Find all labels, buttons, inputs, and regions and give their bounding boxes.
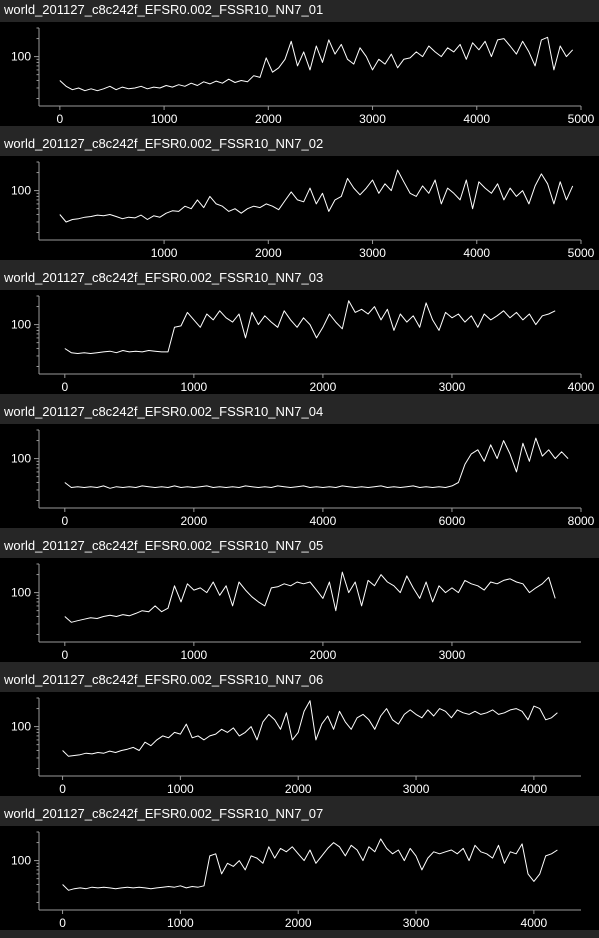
x-tick-label: 0: [61, 648, 68, 662]
x-tick-label: 8000: [568, 514, 595, 528]
line-chart: 1000 1000 2000 3000 4000 5000: [0, 22, 599, 126]
x-tick-label: 2000: [181, 514, 208, 528]
x-tick-label: 2000: [310, 648, 337, 662]
panel-title: world_201127_c8c242f_EFSR0.002_FSSR10_NN…: [4, 2, 324, 17]
panel-title: world_201127_c8c242f_EFSR0.002_FSSR10_NN…: [4, 538, 324, 553]
x-tick-label: 0: [61, 514, 68, 528]
x-tick-label: 0: [57, 112, 64, 126]
x-tick-label: 1000: [151, 246, 178, 260]
panel-title: world_201127_c8c242f_EFSR0.002_FSSR10_NN…: [4, 136, 324, 151]
x-tick-label: 3000: [359, 112, 386, 126]
line-chart: 1000 1000 2000 3000: [0, 558, 599, 662]
x-tick-label: 2000: [310, 380, 337, 394]
x-tick-label: 4000: [521, 782, 548, 796]
x-tick-label: 1000: [181, 380, 208, 394]
x-tick-label: 2000: [255, 246, 282, 260]
x-tick-label: 3000: [439, 648, 466, 662]
x-tick-label: 3000: [403, 782, 430, 796]
line-chart: 1000 1000 2000 3000 4000: [0, 692, 599, 796]
x-tick-label: 2000: [255, 112, 282, 126]
chart-panel: world_201127_c8c242f_EFSR0.002_FSSR10_NN…: [0, 804, 599, 938]
chart-panel: world_201127_c8c242f_EFSR0.002_FSSR10_NN…: [0, 0, 599, 134]
panel-title: world_201127_c8c242f_EFSR0.002_FSSR10_NN…: [4, 404, 324, 419]
x-tick-label: 1000: [181, 648, 208, 662]
y-tick-label: 100: [11, 318, 31, 332]
series-line: [62, 838, 558, 891]
series-line: [59, 36, 574, 92]
panel-title: world_201127_c8c242f_EFSR0.002_FSSR10_NN…: [4, 270, 324, 285]
x-tick-label: 5000: [568, 112, 595, 126]
chart-panel: world_201127_c8c242f_EFSR0.002_FSSR10_NN…: [0, 134, 599, 268]
y-tick-label: 100: [11, 854, 31, 868]
line-chart: 100 1000 2000 3000 4000 5000: [0, 156, 599, 260]
panel-title: world_201127_c8c242f_EFSR0.002_FSSR10_NN…: [4, 806, 324, 821]
series-line: [64, 571, 556, 623]
line-chart: 1000 1000 2000 3000 4000: [0, 290, 599, 394]
chart-panel: world_201127_c8c242f_EFSR0.002_FSSR10_NN…: [0, 402, 599, 536]
x-tick-label: 4000: [568, 380, 595, 394]
x-tick-label: 3000: [439, 380, 466, 394]
x-tick-label: 2000: [285, 916, 312, 930]
y-tick-label: 100: [11, 586, 31, 600]
line-chart: 100 0 2000 4000 6000 8000: [0, 424, 599, 528]
x-tick-label: 1000: [167, 916, 194, 930]
x-tick-label: 0: [61, 380, 68, 394]
panel-title: world_201127_c8c242f_EFSR0.002_FSSR10_NN…: [4, 672, 324, 687]
x-tick-label: 4000: [310, 514, 337, 528]
y-tick-label: 100: [11, 50, 31, 64]
series-line: [59, 169, 574, 223]
x-tick-label: 1000: [151, 112, 178, 126]
chart-panel: world_201127_c8c242f_EFSR0.002_FSSR10_NN…: [0, 536, 599, 670]
x-tick-label: 0: [59, 782, 66, 796]
x-tick-label: 3000: [403, 916, 430, 930]
chart-panel: world_201127_c8c242f_EFSR0.002_FSSR10_NN…: [0, 268, 599, 402]
y-tick-label: 100: [11, 184, 31, 198]
series-line: [64, 300, 556, 354]
x-tick-label: 1000: [167, 782, 194, 796]
x-tick-label: 4000: [463, 112, 490, 126]
x-tick-label: 3000: [359, 246, 386, 260]
series-line: [64, 437, 569, 489]
line-chart: 1000 1000 2000 3000 4000: [0, 826, 599, 930]
x-tick-label: 4000: [463, 246, 490, 260]
chart-panel: world_201127_c8c242f_EFSR0.002_FSSR10_NN…: [0, 670, 599, 804]
y-tick-label: 100: [11, 452, 31, 466]
x-tick-label: 4000: [521, 916, 548, 930]
x-tick-label: 6000: [439, 514, 466, 528]
y-tick-label: 100: [11, 720, 31, 734]
x-tick-label: 0: [59, 916, 66, 930]
series-line: [62, 700, 558, 757]
x-tick-label: 2000: [285, 782, 312, 796]
x-tick-label: 5000: [568, 246, 595, 260]
